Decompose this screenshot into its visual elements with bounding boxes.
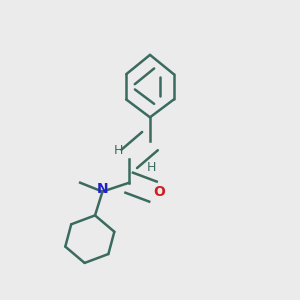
Text: N: N <box>97 182 108 196</box>
Text: H: H <box>147 161 156 174</box>
Text: O: O <box>154 184 165 199</box>
Text: H: H <box>114 143 124 157</box>
